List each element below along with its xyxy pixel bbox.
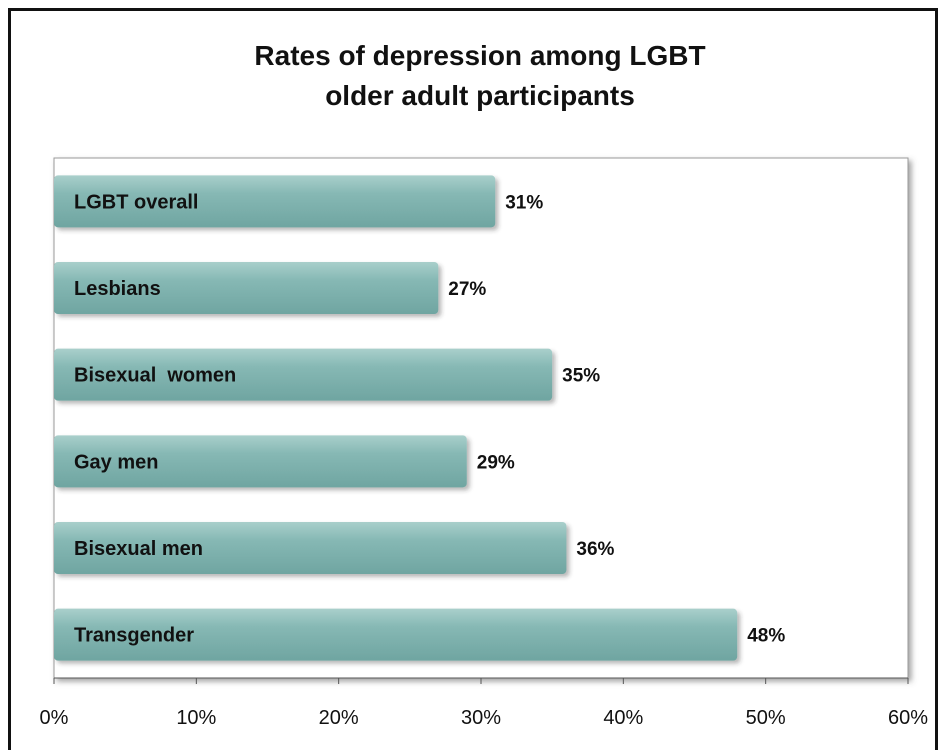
bar-category-label: Bisexual men bbox=[74, 538, 203, 560]
bar-value-label: 36% bbox=[576, 539, 614, 560]
bar bbox=[54, 435, 467, 488]
bar-value-label: 31% bbox=[505, 192, 543, 213]
bar-category-label: LGBT overall bbox=[74, 191, 198, 213]
x-axis-tick-label: 10% bbox=[176, 707, 216, 729]
bar-value-label: 48% bbox=[747, 626, 785, 647]
x-axis-tick-label: 50% bbox=[746, 707, 786, 729]
chart-title-line-2: older adult participants bbox=[325, 80, 635, 111]
bar-category-label: Gay men bbox=[74, 451, 158, 473]
x-axis-tick-label: 60% bbox=[888, 707, 928, 729]
x-axis-tick-label: 30% bbox=[461, 707, 501, 729]
bar-group: Transgender 48% bbox=[54, 608, 785, 661]
bar bbox=[54, 608, 738, 661]
x-axis-tick-label: 40% bbox=[603, 707, 643, 729]
bar-category-label: Transgender bbox=[74, 625, 194, 647]
bar-category-label: Bisexual women bbox=[74, 365, 236, 387]
chart-frame bbox=[8, 8, 938, 750]
chart-title: Rates of depression among LGBT older adu… bbox=[150, 36, 810, 116]
bar-group: LGBT overall 31% bbox=[54, 175, 543, 228]
bar-group: Bisexual women 35% bbox=[54, 348, 600, 401]
plot-area bbox=[53, 157, 909, 679]
bar-group: Gay men 29% bbox=[54, 435, 515, 488]
bar bbox=[54, 262, 439, 314]
bar-value-label: 35% bbox=[562, 366, 600, 387]
x-axis-tick-label: 20% bbox=[319, 707, 359, 729]
bar-value-label: 27% bbox=[448, 279, 486, 300]
bar-group: Lesbians 27% bbox=[54, 262, 486, 314]
x-axis-tick-label: 0% bbox=[40, 707, 69, 729]
bar-category-label: Lesbians bbox=[74, 278, 161, 300]
bar-group: Bisexual men 36% bbox=[54, 522, 615, 574]
bar bbox=[54, 522, 567, 574]
bar bbox=[54, 348, 553, 401]
bar bbox=[54, 175, 496, 228]
chart-title-line-1: Rates of depression among LGBT bbox=[254, 40, 706, 71]
bar-value-label: 29% bbox=[477, 452, 515, 473]
